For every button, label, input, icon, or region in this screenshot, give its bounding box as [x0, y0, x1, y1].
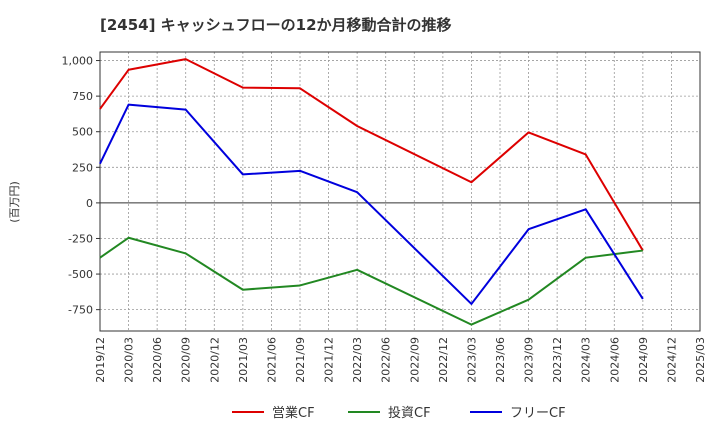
y-tick-label: 1,000 — [62, 55, 94, 68]
x-tick-label: 2022/06 — [380, 337, 393, 383]
plot-area-frame — [99, 51, 701, 332]
x-tick-label: 2024/03 — [580, 337, 593, 383]
x-tick-label: 2023/06 — [494, 337, 507, 383]
x-tick-label: 2023/03 — [465, 337, 478, 383]
x-tick-label: 2020/06 — [151, 337, 164, 383]
y-tick-label: 750 — [72, 90, 93, 103]
series-lines — [99, 58, 644, 326]
x-tick-label: 2021/03 — [237, 337, 250, 383]
grid-lines — [99, 52, 701, 331]
x-tick-label: 2021/12 — [323, 337, 336, 383]
series-line-フリーCF — [99, 103, 644, 305]
x-tick-label: 2021/06 — [265, 337, 278, 383]
x-tick-label: 2020/03 — [123, 337, 136, 383]
y-tick-label: 500 — [72, 126, 93, 139]
x-tick-label: 2022/09 — [408, 337, 421, 383]
y-tick-label: 250 — [72, 161, 93, 174]
y-tick-label: -500 — [68, 268, 93, 281]
chart-title: [2454] キャッシュフローの12か月移動合計の推移 — [100, 16, 452, 34]
y-tick-labels: 1,000 750 500 250 0 -250 -500 -750 — [62, 55, 100, 317]
x-tick-labels: 2019/12 2020/03 2020/06 2020/09 2020/12 2021/… — [94, 337, 707, 383]
y-tick-label: -750 — [68, 304, 93, 317]
legend: 営業CF 投資CF フリーCF — [232, 405, 566, 421]
x-tick-label: 2025/03 — [694, 337, 707, 383]
x-tick-label: 2021/09 — [294, 337, 307, 383]
x-tick-label: 2020/12 — [208, 337, 221, 383]
x-tick-label: 2023/09 — [523, 337, 536, 383]
y-tick-label: 0 — [86, 197, 93, 210]
x-tick-label: 2022/12 — [437, 337, 450, 383]
legend-label-投資CF: 投資CF — [388, 405, 431, 421]
x-tick-label: 2024/12 — [665, 337, 678, 383]
x-tick-label: 2019/12 — [94, 337, 107, 383]
legend-label-営業CF: 営業CF — [272, 405, 315, 421]
x-tick-label: 2023/12 — [551, 337, 564, 383]
x-tick-label: 2024/09 — [637, 337, 650, 383]
x-tick-label: 2022/03 — [351, 337, 364, 383]
x-tick-label: 2024/06 — [608, 337, 621, 383]
y-tick-label: -250 — [68, 232, 93, 245]
y-axis-label: (百万円) — [8, 181, 21, 223]
series-line-営業CF — [99, 58, 644, 252]
legend-label-フリーCF: フリーCF — [510, 406, 566, 421]
x-tick-label: 2020/09 — [180, 337, 193, 383]
series-line-投資CF — [99, 236, 643, 326]
